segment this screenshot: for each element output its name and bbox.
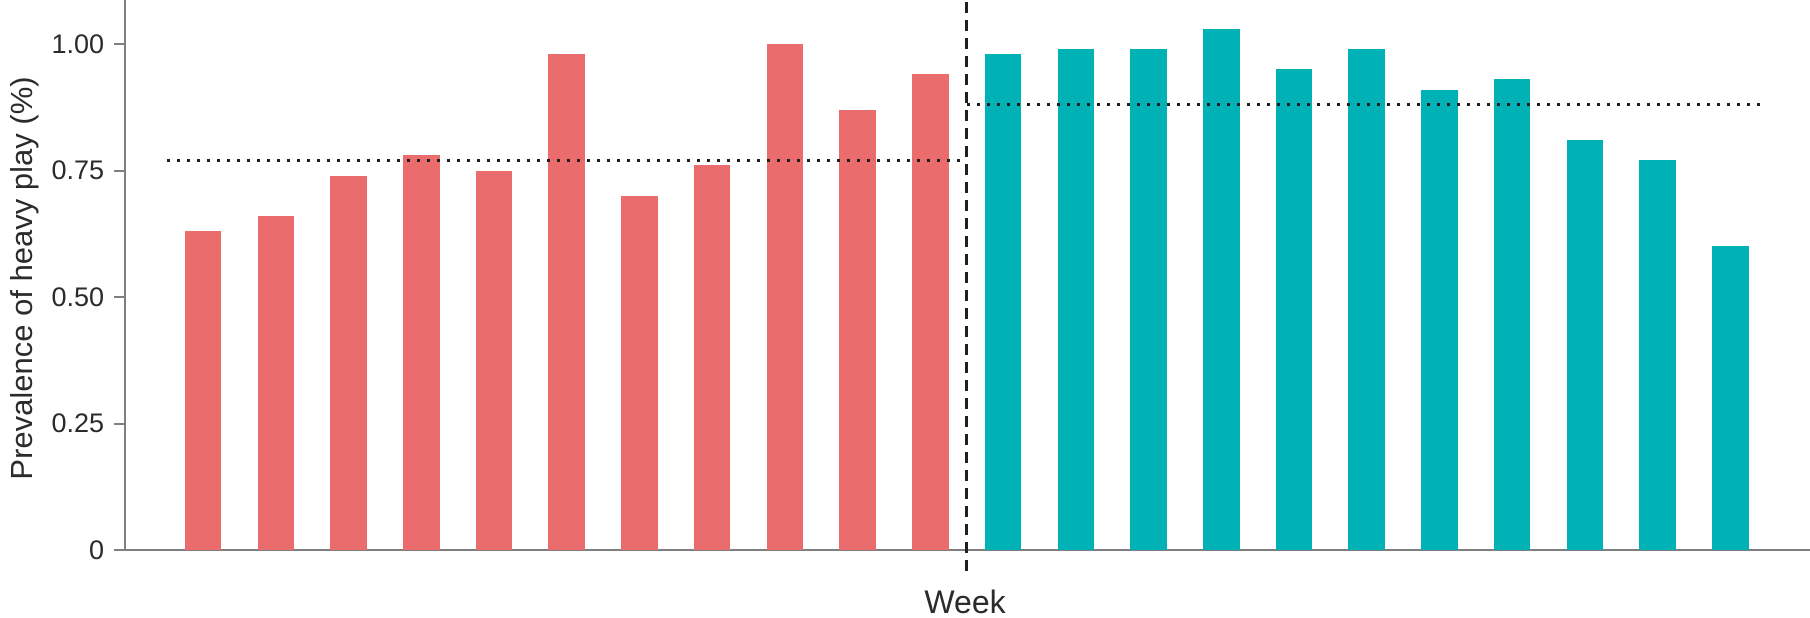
bar-left-group-red [548, 54, 585, 550]
bar-left-group-red [839, 109, 876, 550]
y-tick-mark [114, 296, 125, 298]
y-tick-mark [114, 422, 125, 425]
bar-left-group-red [330, 175, 367, 550]
bar-left-group-red [912, 74, 949, 550]
bar-right-group-teal [1275, 69, 1313, 550]
y-tick-label: 0 [88, 534, 104, 565]
y-tick-mark [114, 43, 125, 45]
bar-left-group-red [621, 195, 658, 550]
x-axis-title: Week [924, 584, 1006, 618]
dashed-group-separator [965, 2, 969, 578]
bar-left-group-red [403, 155, 440, 550]
bar-right-group-teal [1493, 79, 1531, 550]
dotted-mean-line-right [966, 103, 1764, 107]
bar-right-group-teal [984, 54, 1022, 550]
bar-right-group-teal [1566, 140, 1604, 550]
y-tick-label: 0.50 [51, 281, 104, 312]
bar-right-group-teal [1712, 246, 1749, 550]
bar-right-group-teal [1130, 49, 1167, 550]
bar-left-group-red [475, 170, 513, 550]
y-tick-mark [114, 169, 125, 172]
bar-left-group-red [693, 165, 731, 550]
bar-right-group-teal [1348, 49, 1385, 550]
bar-right-group-teal [1057, 49, 1095, 550]
y-axis-line [124, 0, 126, 551]
y-tick-label: 0.25 [51, 408, 104, 438]
y-tick-label: 1.00 [51, 28, 104, 59]
y-tick-label: 0.75 [51, 155, 104, 185]
bar-right-group-teal [1421, 89, 1458, 550]
bar-right-group-teal [1203, 28, 1240, 550]
dotted-mean-line-left [166, 158, 967, 162]
bar-left-group-red [184, 231, 222, 550]
bar-left-group-red [257, 216, 295, 550]
y-tick-mark [114, 549, 125, 551]
bar-right-group-teal [1639, 160, 1676, 550]
bar-left-group-red [766, 44, 804, 550]
